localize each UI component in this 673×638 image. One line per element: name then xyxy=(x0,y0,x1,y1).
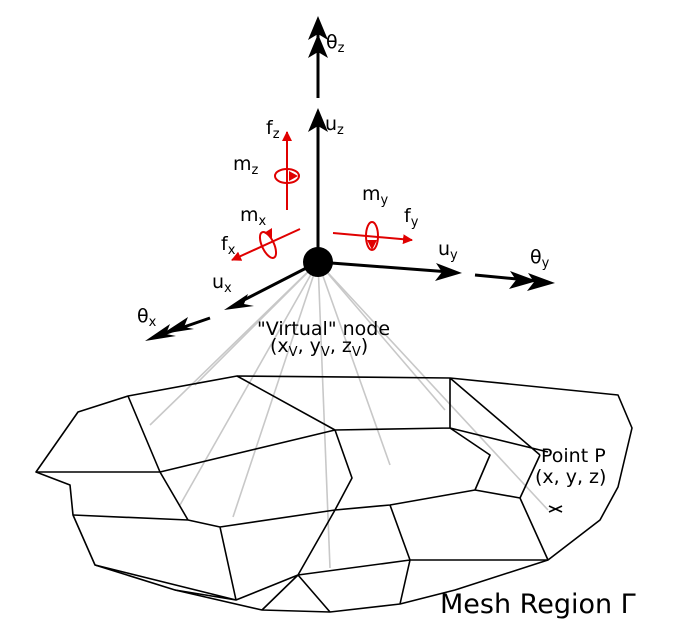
ray xyxy=(232,261,319,518)
f-y-arrow xyxy=(332,232,413,245)
connector-rays xyxy=(149,261,549,569)
virtual-node-coords: (xV, yV, zV) xyxy=(270,335,368,360)
virtual-node-label: "Virtual" node xyxy=(257,318,390,340)
theta-y-arrowhead-1 xyxy=(527,273,555,291)
u-x-arrowhead xyxy=(224,294,254,310)
mesh-region xyxy=(35,375,633,613)
m-z-loop xyxy=(274,168,300,184)
labels: θz uz fz mz mx fx ux θx my fy uy θy "Vir… xyxy=(137,31,636,620)
f-x-arrow xyxy=(231,228,301,261)
u-z-label: uz xyxy=(325,113,344,138)
m-x-loop xyxy=(258,231,278,259)
m-z-label: mz xyxy=(233,153,259,178)
f-z-label: fz xyxy=(266,117,280,142)
u-z-arrowhead xyxy=(308,108,328,132)
f-x-label: fx xyxy=(221,233,236,258)
mesh-outline xyxy=(35,375,633,613)
theta-z-arrowhead-2 xyxy=(308,34,328,58)
theta-z-arrowhead-1 xyxy=(308,16,328,40)
f-y-label: fy xyxy=(404,205,419,230)
m-x-arrowhead xyxy=(264,228,272,238)
m-y-label: my xyxy=(362,183,389,208)
m-z-arrowhead xyxy=(289,171,298,181)
ray xyxy=(317,261,446,411)
theta-z-label: θz xyxy=(326,31,345,56)
point-p-coords: (x, y, z) xyxy=(535,466,606,488)
theta-x-label: θx xyxy=(137,305,157,330)
point-p-label: Point P xyxy=(541,445,606,467)
displacement-axes xyxy=(145,16,555,341)
ray xyxy=(317,261,391,466)
u-y-label: uy xyxy=(438,238,458,263)
theta-x-arrowhead-2 xyxy=(162,317,194,334)
u-y-arrowhead xyxy=(435,263,462,281)
force-moment-vectors xyxy=(231,131,413,261)
theta-y-label: θy xyxy=(530,246,550,271)
virtual-node xyxy=(303,247,333,277)
ray xyxy=(317,261,549,511)
theta-y-arrowhead-2 xyxy=(509,271,537,289)
m-y-arrowhead xyxy=(367,240,377,250)
m-x-label: mx xyxy=(240,204,267,229)
ray xyxy=(317,261,331,569)
u-y-axis xyxy=(317,260,451,274)
theta-x-arrowhead-1 xyxy=(145,324,176,341)
mesh-region-label: Mesh Region Γ xyxy=(440,589,636,620)
ray xyxy=(194,261,319,386)
mesh-edges xyxy=(36,375,549,613)
point-p-marker xyxy=(548,505,563,513)
u-x-label: ux xyxy=(212,271,232,296)
